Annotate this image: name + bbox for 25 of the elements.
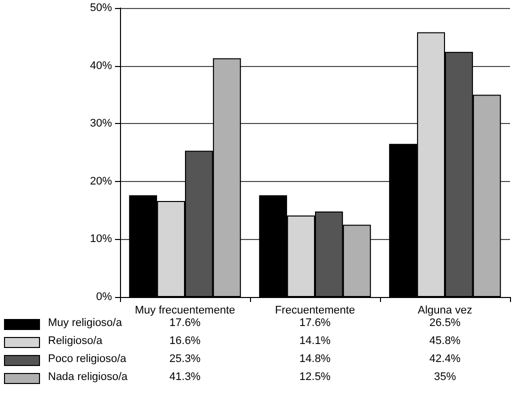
x-tick-label: Muy frecuentemente <box>134 304 236 316</box>
y-tick-label: 20% <box>90 175 112 188</box>
legend-label: Poco religioso/a <box>48 353 126 365</box>
data-label: 41.3% <box>169 371 201 383</box>
data-label: 14.1% <box>299 335 331 347</box>
x-tick-label: Frecuentemente <box>274 304 356 316</box>
data-label: 17.6% <box>299 317 331 329</box>
y-tick-label: 50% <box>90 2 112 14</box>
data-label: 35% <box>434 371 456 383</box>
y-tick-label: 0% <box>96 291 112 303</box>
data-label: 14.8% <box>299 353 331 365</box>
legend-label: Muy religioso/a <box>48 317 122 329</box>
data-label: 45.8% <box>429 335 461 347</box>
y-tick-label: 30% <box>90 118 112 130</box>
data-label: 42.4% <box>429 353 461 365</box>
data-label: 26.5% <box>429 317 461 329</box>
x-tick-label: Alguna vez <box>418 304 472 316</box>
data-label: 17.6% <box>169 317 201 329</box>
data-label: 25.3% <box>169 353 201 365</box>
y-tick-label: 10% <box>90 233 112 246</box>
legend-label: Nada religioso/a <box>48 371 128 383</box>
data-label: 16.6% <box>169 335 201 347</box>
data-label: 12.5% <box>299 371 331 383</box>
y-tick-label: 40% <box>90 60 112 72</box>
legend-label: Religioso/a <box>48 335 102 347</box>
